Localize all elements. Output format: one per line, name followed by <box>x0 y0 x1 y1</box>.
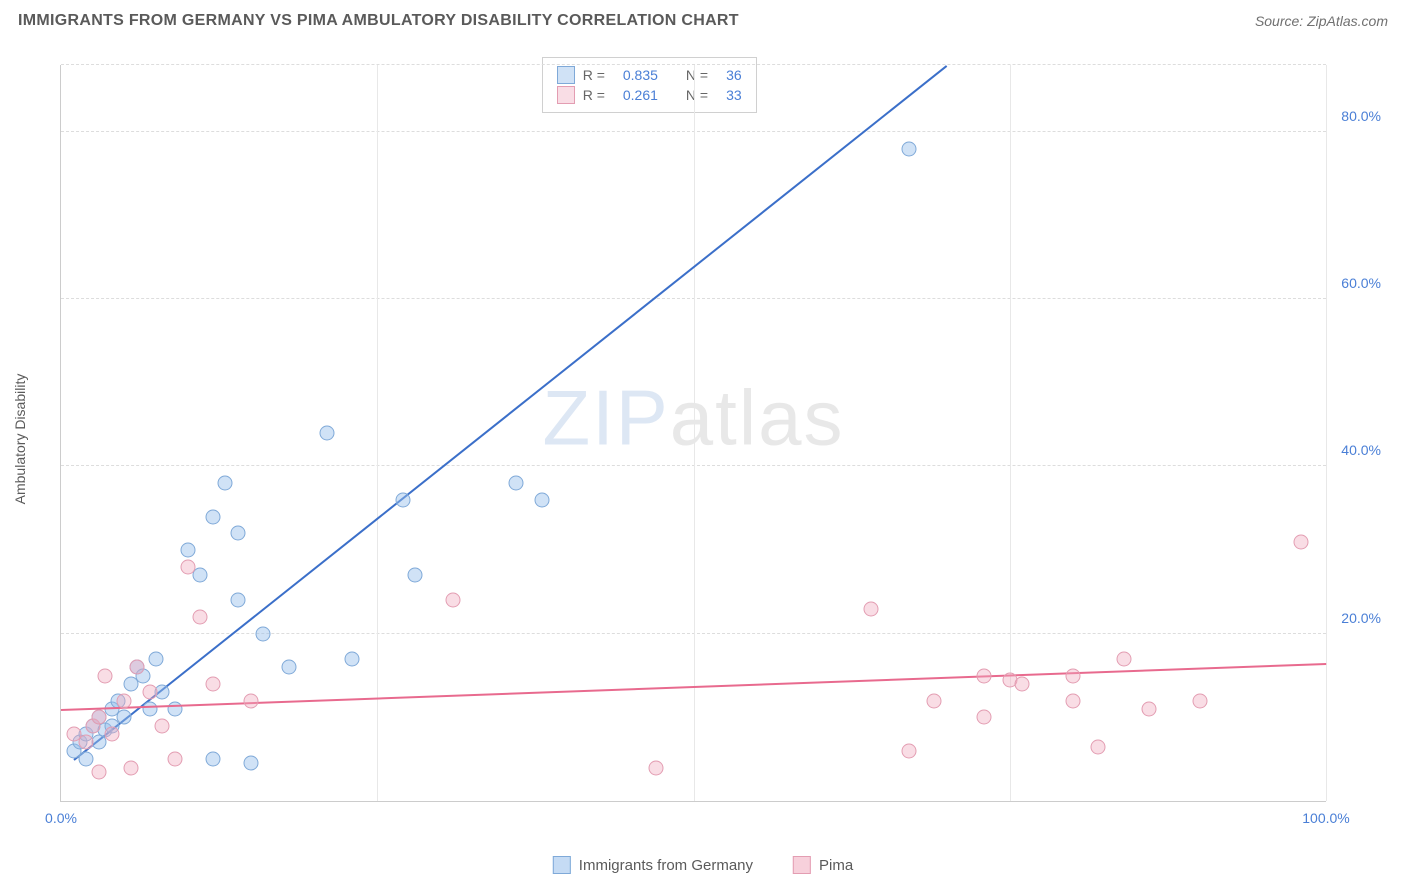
data-point <box>1192 693 1207 708</box>
legend-swatch <box>793 856 811 874</box>
data-point <box>180 543 195 558</box>
data-point <box>1141 702 1156 717</box>
data-point <box>1091 739 1106 754</box>
legend-swatch <box>557 86 575 104</box>
data-point <box>167 752 182 767</box>
data-point <box>534 492 549 507</box>
data-point <box>193 610 208 625</box>
legend-swatch <box>557 66 575 84</box>
data-point <box>977 710 992 725</box>
data-point <box>117 693 132 708</box>
watermark-atlas: atlas <box>670 374 845 462</box>
y-tick-label: 20.0% <box>1341 610 1381 626</box>
data-point <box>205 509 220 524</box>
data-point <box>98 668 113 683</box>
data-point <box>319 426 334 441</box>
data-point <box>509 476 524 491</box>
plot-area: ZIPatlas R = 0.835N = 36R = 0.261N = 33 … <box>60 65 1326 802</box>
source-label: Source: ZipAtlas.com <box>1255 13 1388 29</box>
data-point <box>205 752 220 767</box>
x-tick-label: 100.0% <box>1302 810 1349 826</box>
data-point <box>901 743 916 758</box>
vgrid <box>377 65 378 801</box>
data-point <box>408 568 423 583</box>
series-legend: Immigrants from Germany Pima <box>553 856 853 874</box>
vgrid <box>1010 65 1011 801</box>
data-point <box>193 568 208 583</box>
data-point <box>648 760 663 775</box>
data-point <box>218 476 233 491</box>
data-point <box>205 676 220 691</box>
watermark-zip: ZIP <box>542 374 669 462</box>
data-point <box>1015 676 1030 691</box>
data-point <box>256 626 271 641</box>
data-point <box>129 660 144 675</box>
y-axis-label: Ambulatory Disability <box>12 373 28 504</box>
y-tick-label: 60.0% <box>1341 275 1381 291</box>
y-tick-label: 40.0% <box>1341 442 1381 458</box>
data-point <box>142 702 157 717</box>
data-point <box>123 760 138 775</box>
series-legend-label: Pima <box>819 857 853 874</box>
data-point <box>243 693 258 708</box>
series-legend-item: Pima <box>793 856 853 874</box>
data-point <box>142 685 157 700</box>
data-point <box>79 752 94 767</box>
trend-line <box>73 65 947 761</box>
data-point <box>1066 693 1081 708</box>
correlation-legend: R = 0.835N = 36 R = 0.261N = 33 <box>542 57 757 113</box>
chart-container: Ambulatory Disability ZIPatlas R = 0.835… <box>50 45 1386 832</box>
data-point <box>104 727 119 742</box>
data-point <box>926 693 941 708</box>
data-point <box>231 526 246 541</box>
data-point <box>243 756 258 771</box>
data-point <box>180 559 195 574</box>
data-point <box>901 141 916 156</box>
data-point <box>446 593 461 608</box>
data-point <box>863 601 878 616</box>
series-legend-item: Immigrants from Germany <box>553 856 753 874</box>
legend-stats: R = 0.261N = 33 <box>583 87 742 103</box>
data-point <box>148 651 163 666</box>
legend-row: R = 0.835N = 36 <box>557 66 742 84</box>
data-point <box>91 764 106 779</box>
data-point <box>1293 534 1308 549</box>
data-point <box>1116 651 1131 666</box>
data-point <box>281 660 296 675</box>
data-point <box>91 710 106 725</box>
chart-title: IMMIGRANTS FROM GERMANY VS PIMA AMBULATO… <box>18 12 739 30</box>
y-tick-label: 80.0% <box>1341 108 1381 124</box>
series-legend-label: Immigrants from Germany <box>579 857 753 874</box>
data-point <box>117 710 132 725</box>
legend-stats: R = 0.835N = 36 <box>583 67 742 83</box>
data-point <box>231 593 246 608</box>
data-point <box>395 492 410 507</box>
data-point <box>344 651 359 666</box>
data-point <box>79 735 94 750</box>
legend-swatch <box>553 856 571 874</box>
data-point <box>977 668 992 683</box>
legend-row: R = 0.261N = 33 <box>557 86 742 104</box>
data-point <box>1066 668 1081 683</box>
vgrid <box>1326 65 1327 801</box>
x-tick-label: 0.0% <box>45 810 77 826</box>
data-point <box>155 718 170 733</box>
vgrid <box>694 65 695 801</box>
